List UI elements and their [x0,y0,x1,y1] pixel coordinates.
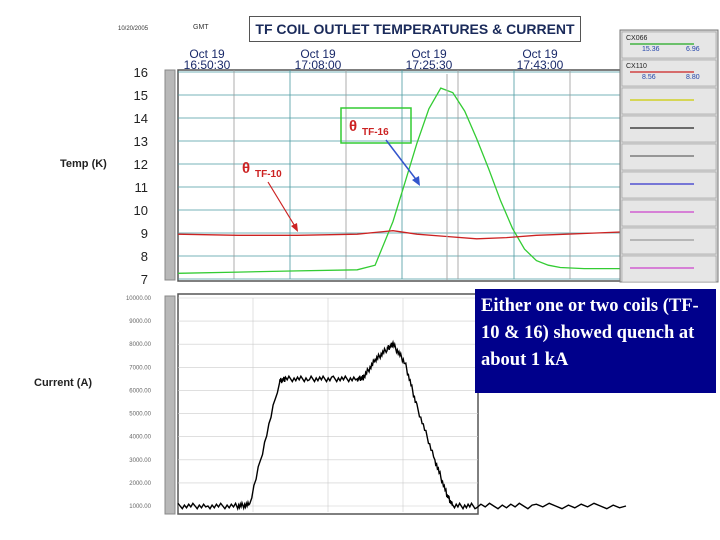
x-tick-date: Oct 19 [411,47,447,61]
top-y-tick-label: 7 [141,272,148,287]
legend-row [621,143,717,171]
legend-value-2: 6.96 [686,46,700,53]
top-scrollbar[interactable] [164,69,176,281]
legend-row [621,115,717,143]
bottom-y-tick-label: 2000.00 [129,481,151,487]
annotation-box: Either one or two coils (TF-10 & 16) sho… [475,289,716,393]
series-current-line [177,339,627,512]
top-grid [178,70,626,280]
legend-row [621,31,717,59]
bottom-y-tick-label: 9000.00 [129,319,151,325]
legend-row [621,255,717,283]
bottom-y-tick-label: 8000.00 [129,342,151,348]
legend-row [621,171,717,199]
top-y-tick-label: 11 [135,180,149,195]
legend-row [621,199,717,227]
tf16-arrow [385,139,419,183]
bottom-y-tick-label: 1000.00 [129,504,151,510]
bottom-y-tick-label: 6000.00 [129,388,151,394]
bottom-y-tick-label: 3000.00 [129,458,151,464]
bottom-series [177,339,627,512]
top-y-tick-label: 12 [134,157,148,172]
header-date: 10/20/2005 [118,26,149,32]
top-y-tick-label: 9 [141,226,148,241]
chart-title: TF COIL OUTLET TEMPERATURES & CURRENT [249,16,581,42]
legend-value-1: 8.56 [642,74,656,81]
top-y-ticks: 7 8 9 10 11 12 13 14 15 16 [134,65,148,287]
header-code: GMT [193,24,209,31]
tf10-arrowhead [291,223,298,232]
legend-label: CX110 [626,63,647,70]
x-tick-time: 17:08:00 [295,58,342,72]
temp-axis-label: Temp (K) [60,158,107,170]
tf10-sub: TF-10 [255,169,282,180]
bottom-y-tick-label: 5000.00 [129,412,151,418]
x-tick-date: Oct 19 [300,47,336,61]
bottom-y-tick-label: 10000.00 [126,296,152,302]
top-y-tick-label: 16 [134,65,148,80]
series-tf16-line [177,87,626,274]
x-tick-date: Oct 19 [522,47,558,61]
bottom-y-tick-label: 7000.00 [129,365,151,371]
current-axis-label: Current (A) [34,377,93,389]
tf16-callout-box [340,107,412,144]
tf10-theta: θ [242,160,250,177]
bottom-y-tick-label: 4000.00 [129,435,151,441]
x-tick-time: 16:50:30 [184,58,231,72]
tf16-sub: TF-16 [362,127,389,138]
bottom-y-ticks: 1000.00 2000.00 3000.00 4000.00 5000.00 6000.… [126,296,152,510]
legend-label: CX066 [626,35,648,42]
top-y-tick-label: 14 [134,111,148,126]
legend-value-1: 15.36 [642,46,660,53]
tf16-theta: θ [349,118,357,135]
top-y-tick-label: 15 [134,88,148,103]
legend-row [621,227,717,255]
top-y-tick-label: 13 [134,134,148,149]
x-tick-time: 17:43:00 [517,58,564,72]
legend-rows: CX066 15.36 6.96 CX110 8.56 8.80 [621,31,717,283]
bottom-scrollbar[interactable] [164,295,176,515]
x-tick-date: Oct 19 [189,47,225,61]
legend-row [621,59,717,87]
legend-row [621,87,717,115]
bottom-grid [178,297,478,512]
legend-value-2: 8.80 [686,74,700,81]
top-y-tick-label: 8 [141,249,148,264]
x-tick-time: 17:25:30 [406,58,453,72]
tf10-arrow [267,181,297,229]
tf16-arrowhead [412,176,420,186]
top-y-tick-label: 10 [134,203,148,218]
